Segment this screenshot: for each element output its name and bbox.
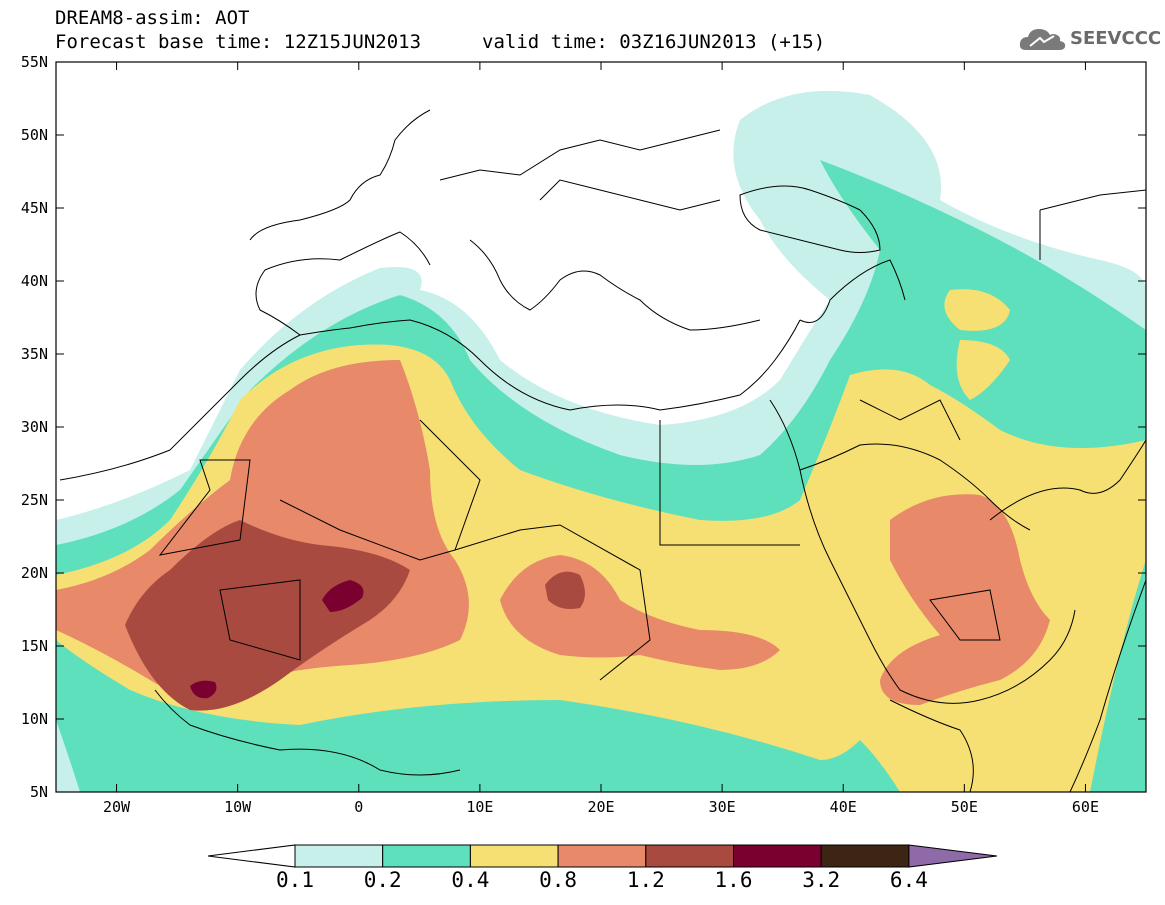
- colorbar-segment: [294, 844, 384, 868]
- colorbar-label: 1.2: [626, 868, 665, 892]
- colorbar-segment: [645, 844, 734, 868]
- aot-band-0.4-iran: [956, 340, 1010, 400]
- colorbar-label: 6.4: [889, 868, 928, 892]
- colorbar-label: 0.2: [363, 868, 402, 892]
- colorbar-label: 3.2: [802, 868, 841, 892]
- lon-tick-label: 50E: [951, 798, 978, 816]
- colorbar-label: 0.1: [276, 868, 314, 892]
- lat-tick-label: 50N: [21, 126, 48, 144]
- colorbar-segment: [733, 844, 822, 868]
- aot-band-1.6-a: [322, 580, 364, 612]
- colorbar-label: 0.4: [451, 868, 490, 892]
- aot-band-1.2-central: [545, 571, 585, 609]
- lon-tick-label: 30E: [709, 798, 736, 816]
- colorbar-arrow-low: [207, 844, 296, 868]
- lon-tick-label: 20W: [103, 798, 131, 816]
- aot-band-1.2: [125, 520, 410, 711]
- colorbar-segment: [557, 844, 647, 868]
- coastlines: [59, 109, 1146, 792]
- lon-tick-label: 10W: [224, 798, 252, 816]
- colorbar: [207, 844, 997, 868]
- lat-tick-label: 40N: [21, 272, 48, 290]
- lat-tick-label: 25N: [21, 491, 48, 509]
- colorbar-label: 0.8: [539, 868, 578, 892]
- lat-tick-label: 30N: [21, 418, 48, 436]
- lon-tick-label: 60E: [1072, 798, 1099, 816]
- colorbar-segment: [820, 844, 910, 868]
- lat-tick-label: 5N: [30, 783, 48, 801]
- lat-tick-label: 45N: [21, 199, 48, 217]
- cloud-icon: [1019, 29, 1066, 50]
- colorbar-segment: [382, 844, 471, 868]
- lon-tick-label: 20E: [587, 798, 614, 816]
- lat-tick-label: 20N: [21, 564, 48, 582]
- latitude-axis: 55N 50N 45N 40N 35N 30N 25N 20N 15N 10N 5N: [21, 53, 1146, 801]
- map-title: DREAM8-assim: AOT: [55, 7, 250, 29]
- colorbar-arrow-high: [908, 844, 997, 868]
- lat-tick-label: 55N: [21, 53, 48, 71]
- forecast-base-time: Forecast base time: 12Z15JUN2013: [55, 31, 422, 53]
- lat-tick-label: 35N: [21, 345, 48, 363]
- colorbar-segment: [469, 844, 559, 868]
- lat-tick-label: 10N: [21, 710, 48, 728]
- seevccc-logo: SEEVCCC: [1018, 24, 1161, 56]
- lon-tick-label: 10E: [466, 798, 493, 816]
- aot-band-0.8-arabia: [880, 494, 1050, 705]
- valid-time: valid time: 03Z16JUN2013 (+15): [482, 31, 826, 53]
- logo-text: SEEVCCC: [1070, 28, 1162, 49]
- lat-tick-label: 15N: [21, 637, 48, 655]
- aot-band-1.6-b: [190, 680, 217, 699]
- aot-contours: [56, 62, 1146, 792]
- aot-band-0.4-caspian: [944, 289, 1010, 331]
- lon-tick-label: 40E: [830, 798, 857, 816]
- longitude-axis: 20W 10W 0 10E 20E 30E 40E 50E 60E: [103, 62, 1099, 816]
- colorbar-label: 1.6: [714, 868, 753, 892]
- lon-tick-label: 0: [354, 798, 363, 816]
